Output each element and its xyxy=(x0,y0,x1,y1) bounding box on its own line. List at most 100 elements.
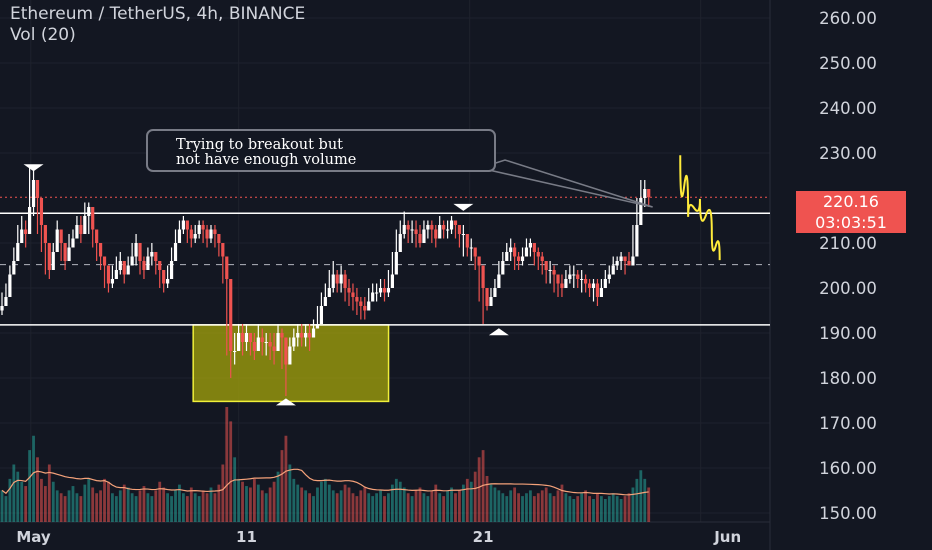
volume-bar xyxy=(394,478,398,522)
volume-bar xyxy=(162,487,166,522)
volume-bar xyxy=(556,490,560,522)
candle-body xyxy=(209,229,213,239)
symbol-title[interactable]: Ethereum / TetherUS, 4h, BINANCE xyxy=(10,4,306,24)
candle-body xyxy=(343,274,347,288)
candle-body xyxy=(422,229,426,243)
candle xyxy=(548,261,552,284)
candle-body xyxy=(394,252,398,275)
volume-bar xyxy=(643,478,647,522)
candle xyxy=(469,238,473,261)
candle-body xyxy=(371,292,375,302)
candle xyxy=(31,166,36,216)
volume-indicator-label[interactable]: Vol (20) xyxy=(10,25,76,45)
candle-body xyxy=(20,229,24,243)
projection-path[interactable] xyxy=(679,155,721,261)
candle-body xyxy=(528,243,533,248)
marker-up-triangle[interactable] xyxy=(275,398,296,406)
volume-bar xyxy=(16,471,20,522)
candle xyxy=(643,180,647,207)
candle-body xyxy=(556,274,560,284)
candle xyxy=(79,216,83,243)
marker-up-triangle[interactable] xyxy=(488,328,509,336)
volume-bar xyxy=(181,493,185,522)
volume-bar xyxy=(489,484,493,522)
candle-body xyxy=(28,207,32,234)
candle xyxy=(485,288,489,311)
volume-bar xyxy=(320,481,323,522)
volume-bar xyxy=(150,496,154,522)
candle xyxy=(0,292,4,315)
candle-body xyxy=(611,265,615,275)
candle xyxy=(102,256,107,288)
volume-bar xyxy=(197,496,201,522)
candle-body xyxy=(513,247,517,257)
volume-bar xyxy=(189,487,193,522)
candle-body xyxy=(477,256,481,266)
candle-body xyxy=(485,288,489,306)
marker-down-triangle[interactable] xyxy=(23,164,44,172)
candle xyxy=(414,220,418,248)
volume-bar xyxy=(458,490,461,522)
candle-body xyxy=(292,337,296,347)
candle-body xyxy=(114,270,118,279)
candle xyxy=(422,220,426,243)
volume-bar xyxy=(454,493,457,522)
volume-bar xyxy=(75,493,79,522)
volume-bar xyxy=(371,496,375,522)
triangle-markers[interactable] xyxy=(23,164,509,406)
candle-body xyxy=(35,180,40,198)
candle-body xyxy=(382,288,387,293)
volume-bar xyxy=(40,478,43,522)
candle-body xyxy=(414,229,418,234)
price-axis[interactable]: 260.00 250.00 240.00 230.00 210.00 200.00 190.… xyxy=(819,9,877,523)
candle-body xyxy=(51,252,55,270)
projection-drawing[interactable] xyxy=(679,155,721,261)
price-tick-label: 250.00 xyxy=(819,54,877,73)
volume-bar xyxy=(414,490,418,522)
annotation-callout[interactable]: Trying to breakout but not have enough v… xyxy=(146,129,496,172)
candle-body xyxy=(315,324,320,329)
volume-bar xyxy=(170,496,173,522)
price-tick-label: 210.00 xyxy=(819,234,877,253)
candle-body xyxy=(635,225,639,257)
candle-body xyxy=(568,274,572,279)
candle xyxy=(607,265,611,284)
candle xyxy=(71,229,75,248)
volume-bar xyxy=(308,493,311,522)
volume-bar xyxy=(540,490,544,522)
candle-body xyxy=(532,243,536,252)
volume-bar xyxy=(296,484,300,522)
candle xyxy=(237,324,241,351)
candle xyxy=(217,234,221,257)
marker-down-triangle[interactable] xyxy=(453,203,474,211)
volume-bar xyxy=(363,487,367,522)
candle-body xyxy=(225,256,229,279)
candle xyxy=(114,256,118,279)
candle-body xyxy=(469,247,473,249)
volume-bar xyxy=(450,487,453,522)
candle xyxy=(430,220,434,243)
volume-bar xyxy=(43,486,47,522)
candle xyxy=(453,220,458,239)
volume-bar xyxy=(446,490,449,522)
candle xyxy=(185,220,189,243)
volume-bar xyxy=(95,493,99,522)
candle xyxy=(304,324,308,347)
candle xyxy=(189,225,193,248)
candle xyxy=(209,225,213,243)
candle-body xyxy=(505,252,509,261)
candle xyxy=(122,261,126,284)
volume-bar xyxy=(174,490,177,522)
candle xyxy=(591,279,596,302)
volume-bar xyxy=(418,487,422,522)
volume-bar xyxy=(422,493,426,522)
candle-body xyxy=(501,261,505,275)
candle-body xyxy=(150,252,154,257)
candle-body xyxy=(449,220,454,230)
candle xyxy=(307,324,312,351)
candle-body xyxy=(434,229,438,239)
candle-body xyxy=(489,297,493,306)
time-axis[interactable]: May 11 21 Jun xyxy=(16,528,741,546)
volume-bar xyxy=(521,496,524,522)
